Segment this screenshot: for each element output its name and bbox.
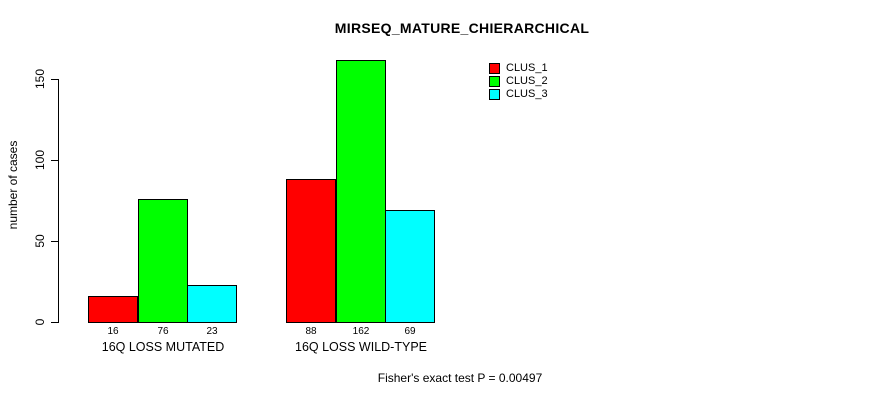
y-axis-label: number of cases — [6, 140, 20, 230]
y-tick-mark — [51, 160, 58, 161]
annotation-text: Fisher's exact test P = 0.00497 — [377, 371, 543, 385]
legend-item-clus_3: CLUS_3 — [489, 88, 548, 101]
y-tick-label: 50 — [33, 234, 47, 248]
y-tick-label: 100 — [33, 149, 47, 171]
chart-title: MIRSEQ_MATURE_CHIERARCHICAL — [334, 20, 590, 36]
legend-label: CLUS_1 — [506, 62, 548, 74]
bar-clus_2 — [336, 60, 386, 323]
y-tick-mark — [51, 241, 58, 242]
legend-swatch-icon — [489, 89, 500, 100]
bar-value-label: 162 — [352, 326, 370, 337]
category-label: 16Q LOSS MUTATED — [101, 340, 225, 354]
bar-value-label: 88 — [305, 326, 317, 337]
bar-value-label: 76 — [157, 326, 169, 337]
y-tick-mark — [51, 322, 58, 323]
bar-value-label: 23 — [206, 326, 218, 337]
y-tick-label: 150 — [33, 68, 47, 90]
bar-clus_2 — [138, 199, 188, 323]
bar-clus_1 — [88, 296, 138, 323]
legend-swatch-icon — [489, 76, 500, 87]
legend-swatch-icon — [489, 63, 500, 74]
legend-item-clus_1: CLUS_1 — [489, 62, 548, 75]
bar-clus_3 — [385, 210, 435, 323]
y-axis-line — [58, 79, 59, 323]
y-tick-mark — [51, 79, 58, 80]
y-tick-label: 0 — [33, 318, 47, 326]
legend-item-clus_2: CLUS_2 — [489, 75, 548, 88]
legend-label: CLUS_2 — [506, 75, 548, 87]
legend-label: CLUS_3 — [506, 88, 548, 100]
bar-clus_3 — [187, 285, 237, 323]
bar-clus_1 — [286, 179, 336, 323]
legend: CLUS_1 CLUS_2 CLUS_3 — [489, 62, 548, 101]
bar-value-label: 16 — [107, 326, 119, 337]
bar-value-label: 69 — [404, 326, 416, 337]
category-label: 16Q LOSS WILD-TYPE — [295, 340, 427, 354]
